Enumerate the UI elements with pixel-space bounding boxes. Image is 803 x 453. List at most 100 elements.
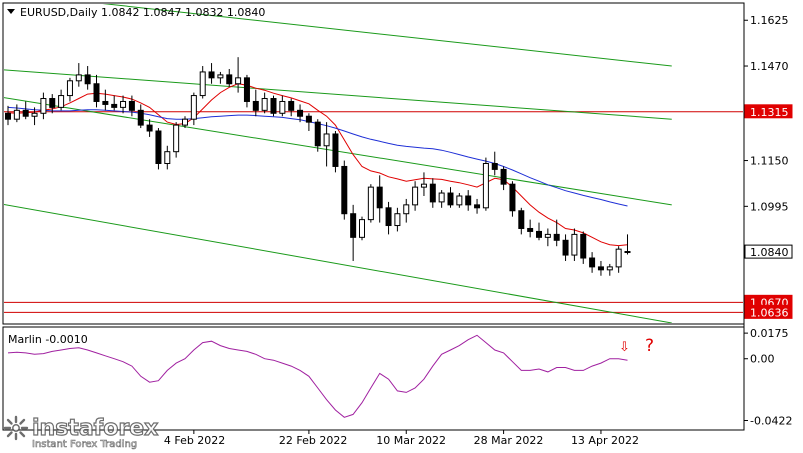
candle xyxy=(615,246,622,273)
candle-body-bear xyxy=(589,257,596,268)
candle-body-bull xyxy=(75,74,82,82)
candle-body-bull xyxy=(606,266,613,271)
candle-body-bear xyxy=(5,112,11,120)
candle-body-bull xyxy=(403,204,410,215)
candle-body-bear xyxy=(314,121,321,147)
candle xyxy=(199,66,206,99)
candle xyxy=(420,172,427,196)
candle-body-bull xyxy=(323,133,330,147)
candle xyxy=(182,116,188,129)
candle xyxy=(146,119,153,137)
candle xyxy=(243,74,250,108)
candle xyxy=(509,181,516,217)
candle xyxy=(217,71,224,84)
price-axis: 1.1625 1.1470 1.1315 1.1150 1.0995 1.0840 1.06… xyxy=(744,14,793,319)
candle xyxy=(13,104,20,123)
candle-body-bear xyxy=(553,233,560,241)
candle-body-bull xyxy=(438,192,445,203)
candle xyxy=(332,131,339,173)
candle xyxy=(491,151,498,176)
candle-body-bear xyxy=(491,163,498,170)
candle-body-bear xyxy=(270,98,277,114)
candle-body-bear xyxy=(243,77,250,102)
candle-body-bear xyxy=(341,165,348,215)
candle-body-bull xyxy=(367,186,374,221)
candle-body-bear xyxy=(536,230,542,238)
candle-body-bear xyxy=(297,109,304,117)
candle-body-bear xyxy=(111,103,118,108)
candle xyxy=(252,89,259,117)
candle xyxy=(155,128,162,170)
candle-body-bear xyxy=(332,133,339,167)
candle-body-bear xyxy=(429,183,436,203)
candle xyxy=(137,104,144,129)
candle-body-bear xyxy=(93,83,100,102)
candle xyxy=(376,175,383,223)
candle-body-bull xyxy=(164,151,171,164)
candle xyxy=(22,101,29,120)
candle xyxy=(597,260,604,276)
candle-body-bear xyxy=(447,192,454,206)
candle xyxy=(500,166,507,191)
candle xyxy=(465,190,472,211)
candle xyxy=(429,178,436,208)
candle xyxy=(527,219,534,238)
candle-body-bull xyxy=(279,100,286,114)
candle xyxy=(323,122,330,167)
candle-body-bear xyxy=(22,109,29,117)
candle xyxy=(128,95,135,117)
candle xyxy=(403,198,410,223)
time-tick-label: 22 Feb 2022 xyxy=(279,434,347,447)
logo-mark-icon xyxy=(3,415,29,441)
candle xyxy=(279,95,286,117)
candle xyxy=(562,234,569,261)
price-tick-label: 1.0840 xyxy=(750,246,789,259)
candle xyxy=(580,231,587,264)
candle xyxy=(544,228,551,247)
candle xyxy=(341,160,348,220)
watermark-brand: instaforex xyxy=(32,416,158,441)
candle xyxy=(606,263,613,276)
question-mark-annotation: ? xyxy=(645,336,654,356)
candle xyxy=(58,89,65,111)
candles xyxy=(5,57,631,276)
candle-body-bear xyxy=(155,130,162,165)
price-tick-label: 1.1150 xyxy=(750,155,789,168)
candle-body-bear xyxy=(102,100,109,105)
candle xyxy=(297,104,304,123)
candle-body-bull xyxy=(58,95,65,108)
candle-body-bull xyxy=(482,163,489,209)
candle-body-bull xyxy=(544,233,551,238)
candle xyxy=(314,119,321,152)
candle xyxy=(350,204,357,261)
candle xyxy=(261,92,268,114)
price-tick-label: 1.1625 xyxy=(750,14,789,27)
candle-body-bull xyxy=(235,77,242,85)
candle xyxy=(5,105,11,126)
price-tick-label: 1.1470 xyxy=(750,60,789,73)
candle-body-bear xyxy=(49,98,56,108)
candle xyxy=(482,157,489,211)
candle-body-bear xyxy=(527,227,534,232)
candle-body-bull xyxy=(359,219,365,238)
price-tick-label: 1.0995 xyxy=(750,200,789,213)
candle-body-bear xyxy=(562,239,569,256)
price-tick-label: 1.0636 xyxy=(750,306,789,319)
candle-body-bear xyxy=(376,186,383,209)
collapse-triangle-icon[interactable] xyxy=(7,9,15,14)
price-tick-label: 1.1315 xyxy=(750,106,789,119)
candle-body-bear xyxy=(146,124,153,132)
current-price-badge xyxy=(744,244,793,259)
time-tick-label: 28 Mar 2022 xyxy=(474,434,544,447)
price-panel-frame xyxy=(2,2,745,325)
candle-body-bear xyxy=(624,251,631,254)
candle xyxy=(111,95,118,111)
ma-line-red xyxy=(7,83,628,247)
candle xyxy=(226,68,233,87)
candle-body-bull xyxy=(217,74,224,79)
candle xyxy=(359,216,365,241)
indicator-header: Marlin -0.0010 xyxy=(8,333,88,346)
candle xyxy=(40,92,47,120)
candle xyxy=(66,77,73,102)
candle-body-bear xyxy=(580,233,587,259)
